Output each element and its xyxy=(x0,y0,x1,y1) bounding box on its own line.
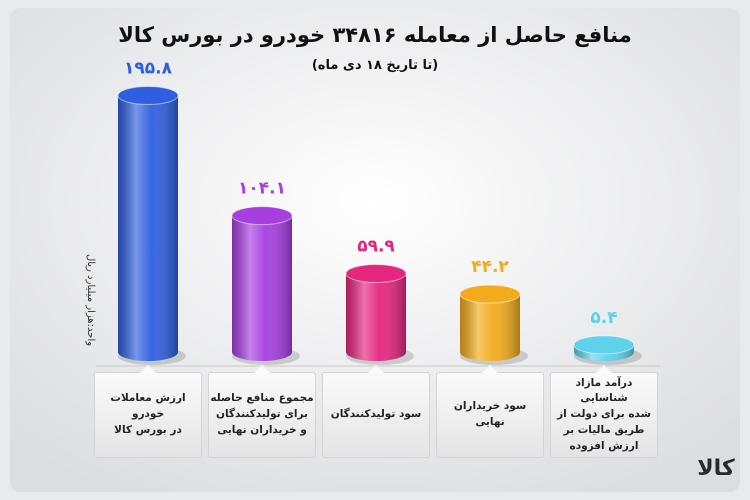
bar-top xyxy=(231,206,293,226)
bar-shine xyxy=(346,273,406,361)
bar-shine xyxy=(118,95,178,361)
bar-top xyxy=(345,264,407,284)
bar-top xyxy=(573,335,635,355)
chart-title: منافع حاصل از معامله ۳۴۸۱۶ خودرو در بورس… xyxy=(118,23,631,47)
category-label: سود تولیدکنندگان xyxy=(322,365,430,458)
category-label: درآمد مازاد شناسایی شده برای دولت از طری… xyxy=(550,365,658,458)
category-label: ارزش معاملات خودرو در بورس کالا xyxy=(94,365,202,458)
card xyxy=(10,8,740,492)
logo: کالا xyxy=(697,456,735,481)
y-axis-label: واحد:هزار میلیارد ریال xyxy=(85,254,96,346)
chart-subtitle: (تا تاریخ ۱۸ دی ماه) xyxy=(312,58,438,73)
value-label: ۴۴.۲ xyxy=(471,257,509,277)
bar-shine xyxy=(460,294,520,361)
bar-shine xyxy=(232,215,292,361)
value-label: ۱۰۴.۱ xyxy=(238,179,286,199)
value-label: ۵.۴ xyxy=(590,308,617,328)
bar-top xyxy=(117,86,179,106)
value-label: ۱۹۵.۸ xyxy=(124,59,173,79)
category-label: مجموع منافع حاصله برای تولیدکنندگان و خر… xyxy=(208,365,316,458)
bar-top xyxy=(459,284,521,304)
value-label: ۵۹.۹ xyxy=(357,237,395,257)
category-label: سود خریداران نهایی xyxy=(436,365,544,458)
